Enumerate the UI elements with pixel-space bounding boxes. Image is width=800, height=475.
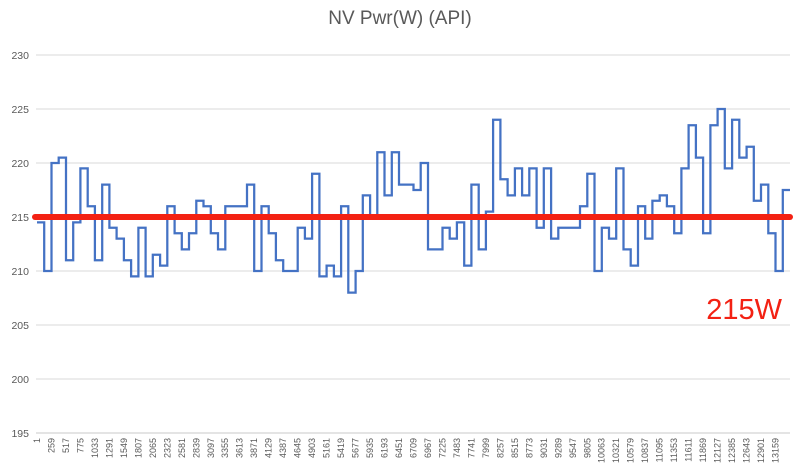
x-axis-tick-label: 775: [75, 438, 85, 453]
x-axis-tick-label: 10579: [626, 438, 636, 463]
x-axis-tick-label: 13159: [771, 438, 781, 463]
reference-line-label: 215W: [706, 294, 782, 326]
y-axis-tick-label: 205: [11, 320, 29, 332]
x-axis-tick-label: 10837: [640, 438, 650, 463]
x-axis-tick-label: 3097: [206, 438, 216, 458]
x-axis-tick-label: 1807: [133, 438, 143, 458]
x-axis-tick-label: 7483: [452, 438, 462, 458]
x-axis-tick-label: 12127: [713, 438, 723, 463]
x-axis-tick-label: 7741: [466, 438, 476, 458]
x-axis-tick-label: 6451: [394, 438, 404, 458]
series-line: [37, 107, 790, 294]
x-axis-tick-label: 8515: [510, 438, 520, 458]
x-axis-tick-label: 2323: [162, 438, 172, 458]
x-axis-tick-label: 259: [47, 438, 57, 453]
x-axis-tick-label: 12643: [742, 438, 752, 463]
x-axis-tick-label: 517: [61, 438, 71, 453]
x-axis-tick-label: 5935: [365, 438, 375, 458]
x-axis-tick-label: 11611: [684, 438, 694, 462]
x-axis-tick-label: 4903: [307, 438, 317, 458]
x-axis-tick-label: 6709: [409, 438, 419, 458]
x-axis-tick-label: 1549: [119, 438, 129, 458]
x-axis-tick-label: 5419: [336, 438, 346, 458]
x-axis-tick-label: 10321: [611, 438, 621, 463]
x-axis-tick-label: 9289: [553, 438, 563, 458]
x-axis-tick-label: 1291: [104, 438, 114, 458]
chart-title: NV Pwr(W) (API): [328, 8, 472, 29]
y-axis-tick-label: 225: [11, 104, 29, 116]
x-axis-tick-label: 4387: [278, 438, 288, 458]
y-axis-tick-label: 200: [11, 374, 29, 386]
y-axis-tick-label: 210: [11, 266, 29, 278]
x-axis-tick-label: 1: [32, 438, 42, 443]
y-axis-tick-label: 215: [11, 212, 29, 224]
x-axis-tick-label: 4129: [264, 438, 274, 458]
x-axis-tick-label: 12385: [727, 438, 737, 463]
x-axis-tick-label: 5677: [351, 438, 361, 458]
x-axis-tick-label: 3613: [235, 438, 245, 458]
y-axis-tick-label: 230: [11, 50, 29, 62]
x-axis-tick-label: 11353: [669, 438, 679, 462]
y-axis-tick-label: 220: [11, 158, 29, 170]
x-axis-tick-label: 8773: [524, 438, 534, 458]
x-axis-tick-label: 3355: [220, 438, 230, 458]
y-axis-tick-label: 195: [11, 428, 29, 440]
x-axis-tick-label: 9031: [539, 438, 549, 458]
x-axis-tick-label: 4645: [293, 438, 303, 458]
x-axis-tick-label: 7999: [481, 438, 491, 458]
x-axis-tick-label: 9805: [582, 438, 592, 458]
x-axis-tick-label: 11095: [655, 438, 665, 462]
x-axis-tick-label: 8257: [495, 438, 505, 458]
x-axis-tick-label: 5161: [322, 438, 332, 458]
x-axis-tick-label: 2065: [148, 438, 158, 458]
x-axis-tick-label: 12901: [756, 438, 766, 463]
x-axis-tick-label: 2581: [177, 438, 187, 458]
x-axis-tick-label: 6193: [380, 438, 390, 458]
x-axis-tick-label: 7225: [438, 438, 448, 458]
x-axis-tick-label: 3871: [249, 438, 259, 458]
x-axis-tick-label: 1033: [90, 438, 100, 458]
x-axis-tick-label: 6967: [423, 438, 433, 458]
x-axis-tick-label: 11869: [698, 438, 708, 462]
x-axis-tick-label: 9547: [568, 438, 578, 458]
x-axis-tick-label: 2839: [191, 438, 201, 458]
x-axis-tick-label: 10063: [597, 438, 607, 463]
